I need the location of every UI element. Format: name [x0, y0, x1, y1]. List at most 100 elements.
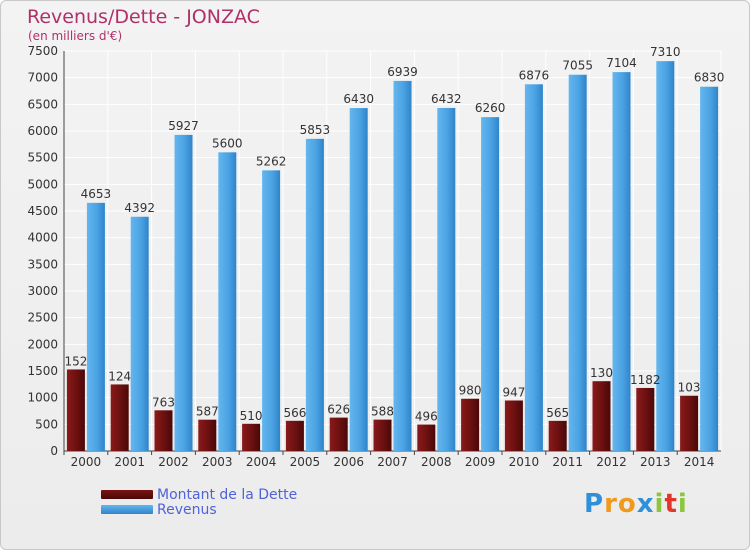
bar-debt	[592, 381, 611, 451]
x-tick-label: 2004	[246, 455, 277, 469]
data-label-revenue: 6432	[431, 92, 462, 106]
x-tick-label: 2010	[509, 455, 540, 469]
x-tick-label: 2012	[596, 455, 627, 469]
data-label-revenue: 6830	[694, 71, 725, 85]
data-label-debt: 130	[590, 366, 613, 380]
logo-letter: t	[664, 489, 678, 519]
data-label-revenue: 6260	[475, 101, 506, 115]
x-tick-label: 2002	[158, 455, 189, 469]
legend-item-revenue: Revenus	[101, 501, 297, 518]
y-tick-label: 7500	[27, 44, 58, 58]
y-tick-label: 5000	[27, 177, 58, 191]
bar-debt	[198, 419, 217, 451]
logo-letter: o	[617, 489, 637, 519]
logo-letter: r	[604, 489, 618, 519]
data-label-debt: 763	[152, 395, 175, 409]
data-label-debt: 587	[196, 405, 219, 419]
y-tick-label: 3500	[27, 257, 58, 271]
x-tick-label: 2011	[552, 455, 583, 469]
x-tick-label: 2003	[202, 455, 233, 469]
bar-debt	[66, 369, 85, 451]
data-label-revenue: 5600	[212, 136, 243, 150]
data-label-revenue: 7104	[606, 56, 637, 70]
bar-revenue	[656, 61, 675, 452]
y-tick-label: 5500	[27, 151, 58, 165]
y-tick-label: 2000	[27, 337, 58, 351]
bar-revenue	[130, 216, 149, 451]
x-tick-label: 2014	[684, 455, 715, 469]
data-label-debt: 947	[502, 385, 525, 399]
y-tick-label: 2500	[27, 311, 58, 325]
data-label-revenue: 6939	[387, 65, 418, 79]
bar-debt	[242, 423, 261, 451]
y-tick-label: 6000	[27, 124, 58, 138]
data-label-revenue: 5927	[168, 119, 199, 133]
bar-revenue	[349, 108, 368, 452]
y-tick-label: 4500	[27, 204, 58, 218]
legend-item-debt: Montant de la Dette	[101, 486, 298, 503]
x-tick-label: 2007	[377, 455, 408, 469]
y-tick-label: 1500	[27, 364, 58, 378]
bar-debt	[504, 400, 523, 451]
data-label-debt: 510	[240, 409, 263, 423]
x-tick-label: 2000	[71, 455, 102, 469]
proxiti-logo: Proxiti	[584, 489, 688, 519]
data-label-revenue: 7055	[562, 59, 593, 73]
y-tick-label: 4000	[27, 231, 58, 245]
data-label-debt: 588	[371, 405, 394, 419]
y-tick-label: 500	[35, 417, 58, 431]
logo-letter: i	[677, 489, 688, 519]
data-label-debt: 496	[415, 410, 438, 424]
bar-revenue	[612, 72, 631, 452]
data-label-debt: 152	[64, 354, 87, 368]
axis-layer: 0 500 1000 1500 2000 2500 3000 3500 4000 4500 5000…	[27, 44, 721, 469]
logo-letter: x	[636, 489, 655, 519]
data-label-debt: 566	[283, 406, 306, 420]
legend-label-debt: Montant de la Dette	[157, 486, 298, 503]
bar-debt	[154, 410, 173, 451]
grid-layer	[63, 50, 722, 452]
x-tick-label: 2001	[114, 455, 145, 469]
chart-subtitle: (en milliers d'€)	[28, 29, 123, 43]
bar-revenue	[218, 152, 237, 452]
y-tick-label: 1000	[27, 391, 58, 405]
x-tick-label: 2013	[640, 455, 671, 469]
logo-letter: i	[654, 489, 665, 519]
y-tick-label: 0	[50, 444, 58, 458]
data-label-debt: 124	[108, 369, 131, 383]
logo-letter: P	[584, 489, 605, 519]
x-tick-label: 2006	[333, 455, 364, 469]
data-label-revenue: 4392	[124, 201, 155, 215]
data-label-revenue: 7310	[650, 45, 681, 59]
x-tick-label: 2008	[421, 455, 452, 469]
data-label-debt: 1182	[630, 373, 661, 387]
bar-debt	[548, 420, 567, 451]
bar-layer	[66, 61, 719, 452]
data-label-debt: 103	[678, 381, 701, 395]
bar-revenue	[174, 134, 193, 452]
label-layer: 152 4653 124 4392 763 5927 587 5600 510 5262 566 58…	[64, 45, 724, 423]
x-tick-label: 2005	[290, 455, 321, 469]
y-tick-label: 6500	[27, 97, 58, 111]
data-label-debt: 565	[546, 406, 569, 420]
bar-revenue	[568, 74, 587, 451]
bar-debt	[285, 420, 304, 451]
bar-debt	[636, 387, 655, 451]
data-label-debt: 980	[459, 384, 482, 398]
x-tick-label: 2009	[465, 455, 496, 469]
bar-debt	[461, 398, 480, 451]
bar-debt	[329, 417, 348, 451]
legend-label-revenue: Revenus	[157, 501, 217, 518]
y-tick-label: 7000	[27, 71, 58, 85]
legend: Montant de la Dette Revenus	[101, 486, 298, 518]
bar-debt	[373, 419, 392, 451]
bar-revenue	[393, 80, 412, 452]
bar-revenue	[305, 138, 324, 451]
y-tick-label: 3000	[27, 284, 58, 298]
data-label-revenue: 6876	[519, 68, 550, 82]
legend-swatch-debt	[101, 490, 153, 499]
bar-debt	[680, 395, 699, 451]
bar-revenue	[437, 107, 456, 452]
